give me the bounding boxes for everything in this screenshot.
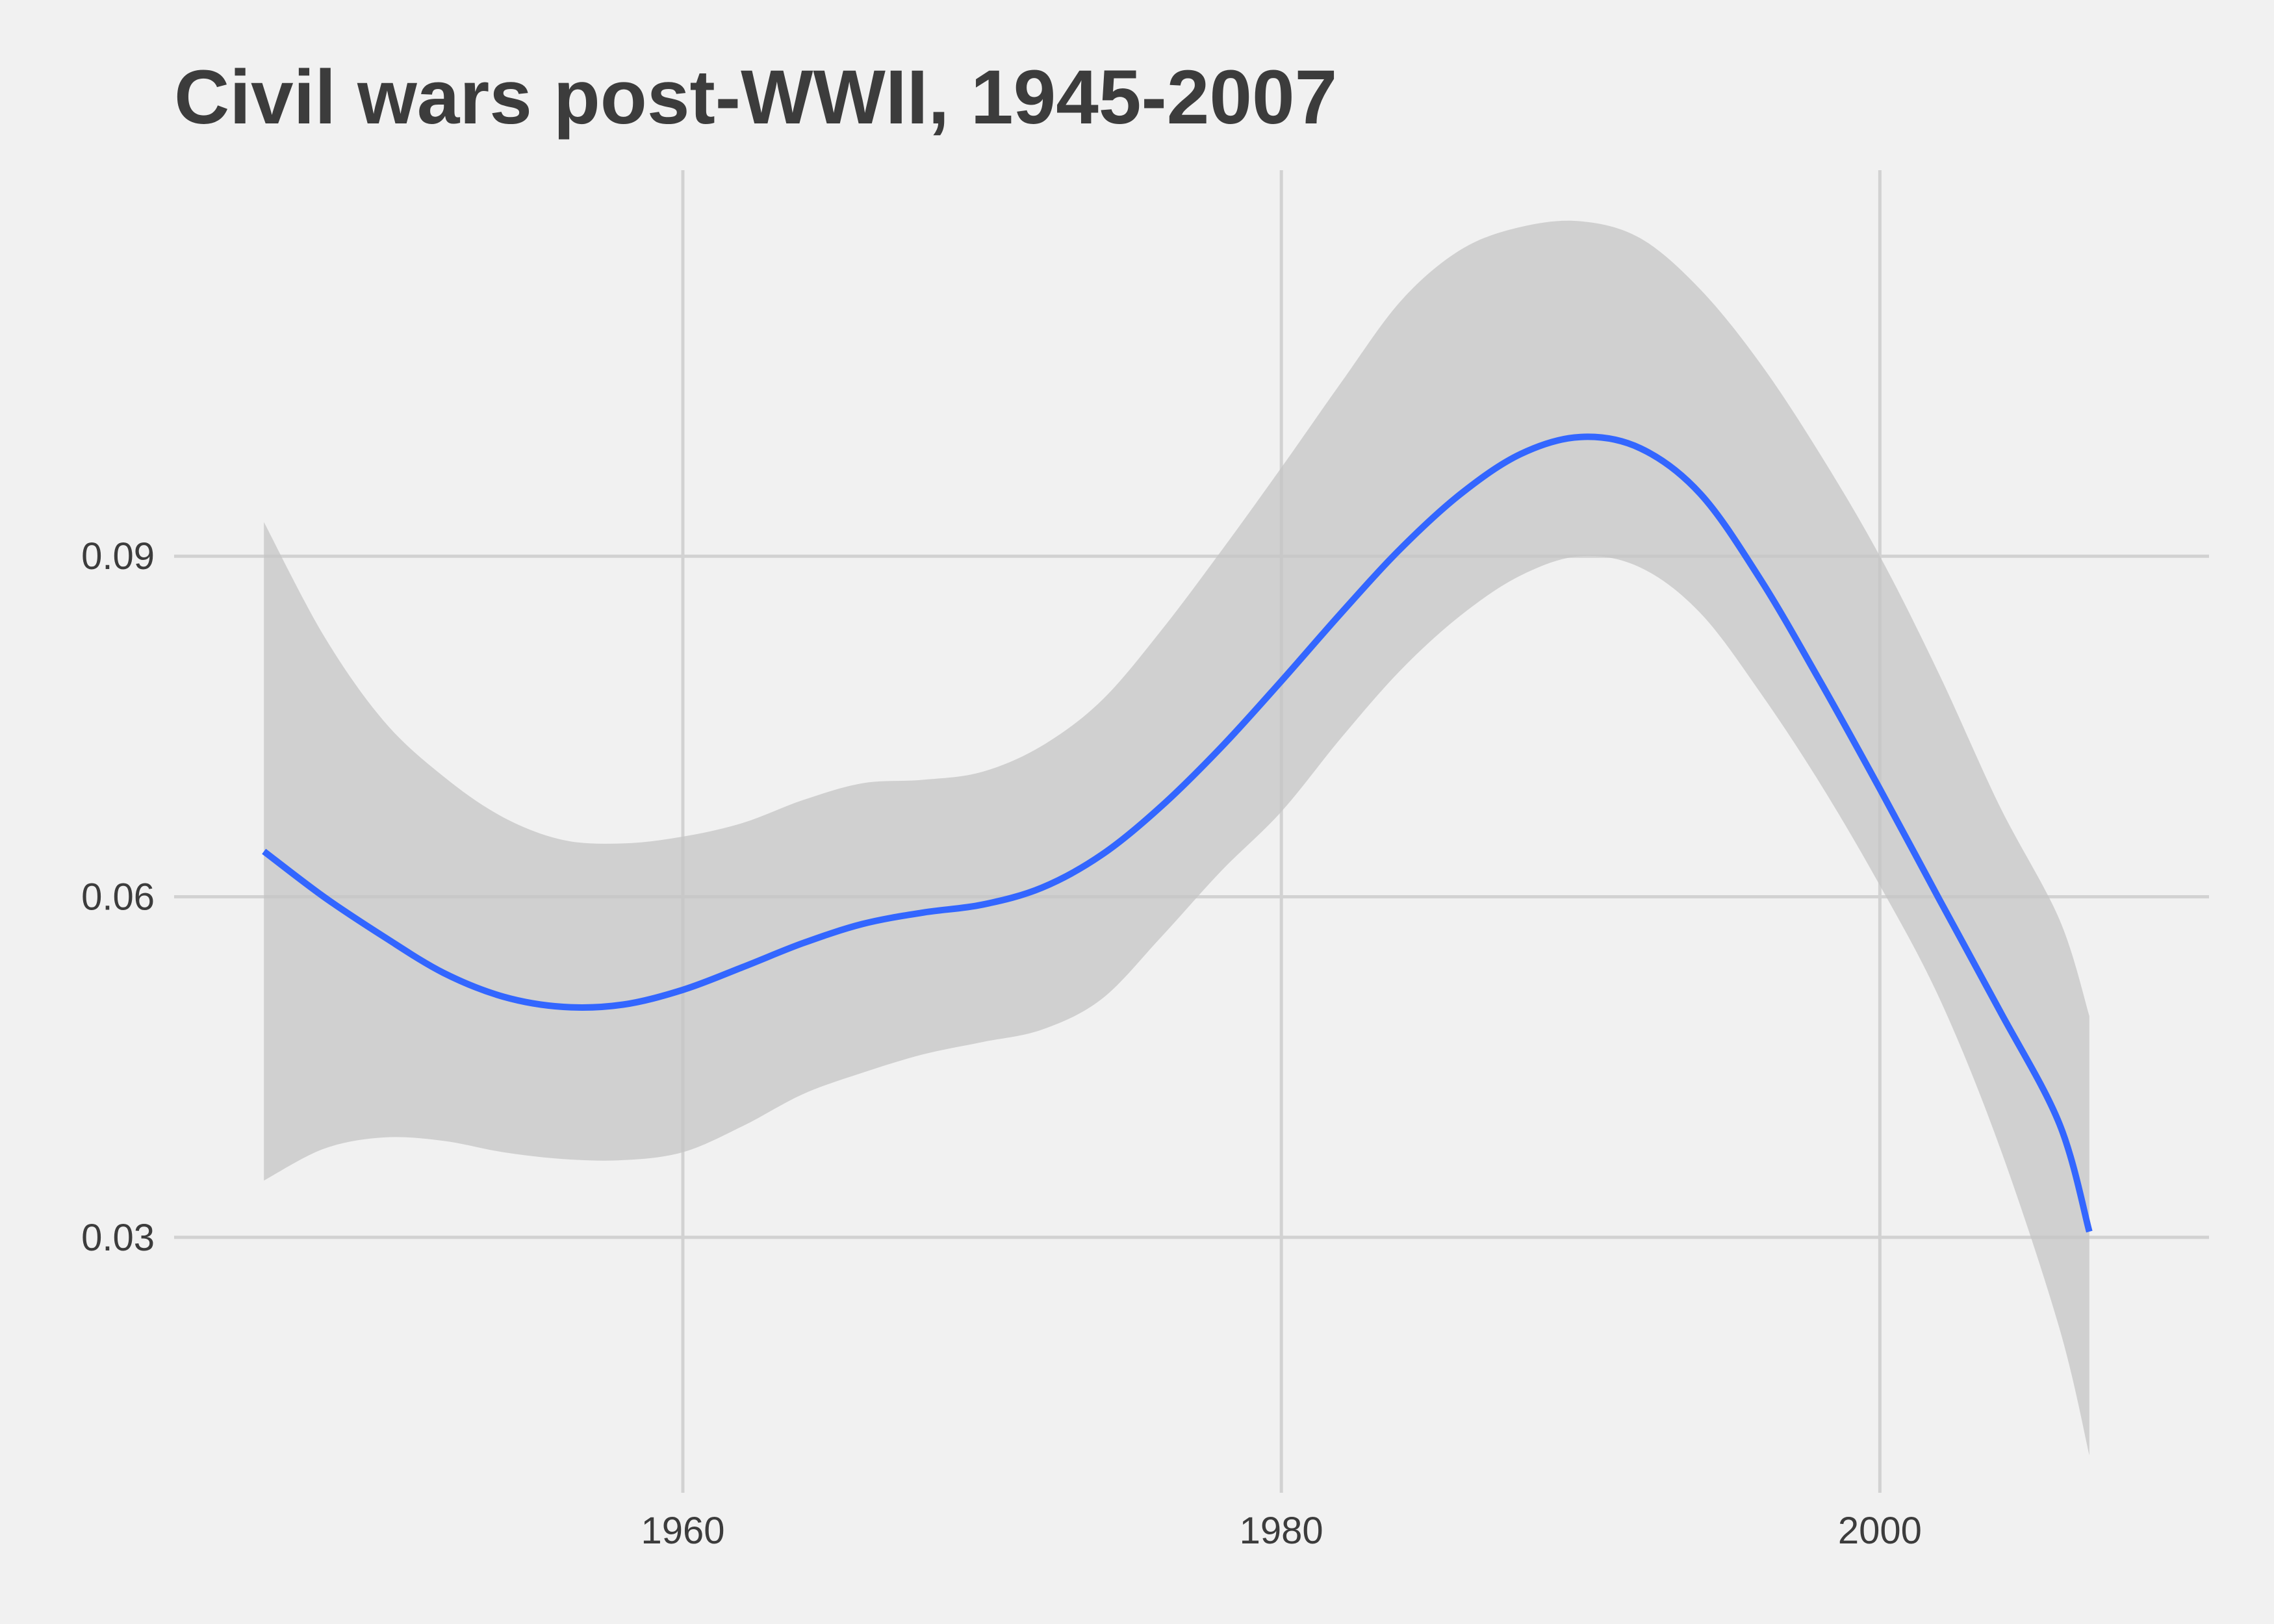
x-tick-label: 2000 xyxy=(1838,1510,1922,1552)
tick-labels: 0.03 0.06 0.09 1960 1980 2000 xyxy=(81,535,1922,1552)
y-tick-label: 0.06 xyxy=(81,876,155,918)
fit-line-layer xyxy=(262,433,2093,1233)
confidence-band xyxy=(264,220,2089,1456)
chart-title: Civil wars post-WWII, 1945-2007 xyxy=(174,55,1337,140)
confidence-band-layer xyxy=(264,220,2089,1456)
y-tick-label: 0.09 xyxy=(81,535,155,577)
y-tick-label: 0.03 xyxy=(81,1217,155,1259)
fit-line xyxy=(262,433,2093,1233)
x-tick-label: 1980 xyxy=(1240,1510,1323,1552)
x-tick-label: 1960 xyxy=(641,1510,724,1552)
